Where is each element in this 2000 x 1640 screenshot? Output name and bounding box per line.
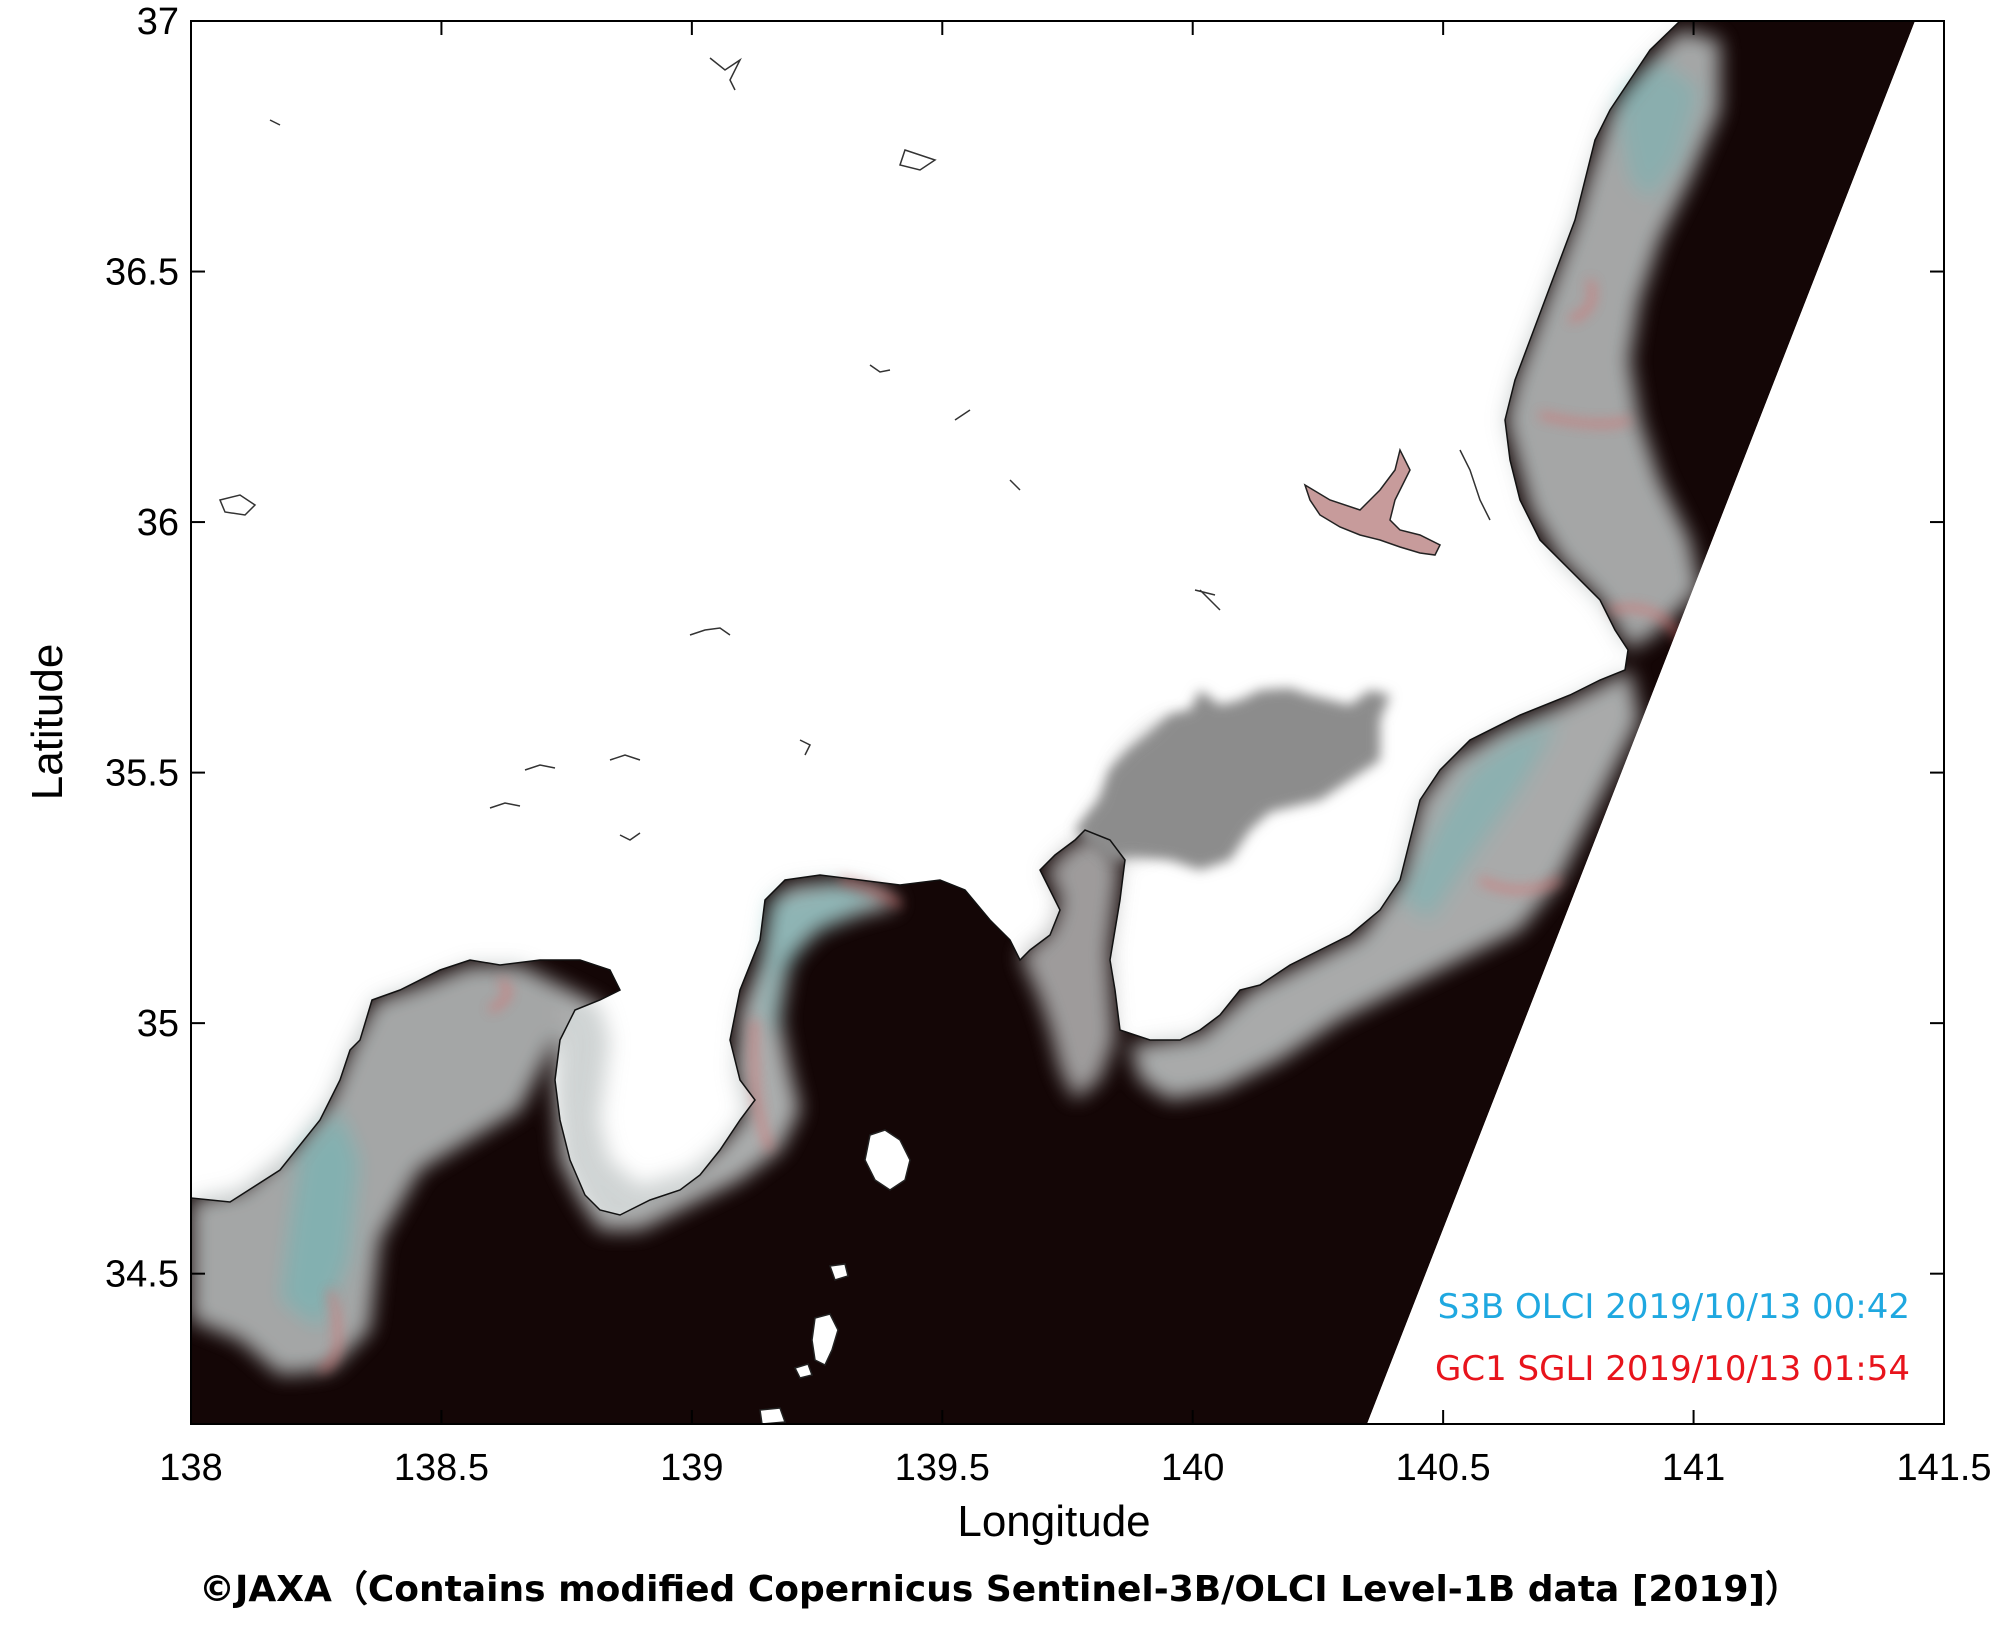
x-tick-label-2: 139 [660, 1447, 723, 1489]
island-niijima [811, 1313, 839, 1367]
x-tick-label-3: 139.5 [895, 1447, 990, 1489]
x-tick-label-7: 141.5 [1896, 1447, 1991, 1489]
y-axis: 34.5 35 35.5 36 36.5 37 [105, 1, 1944, 1296]
tokyo-bay [1075, 688, 1390, 870]
x-tick-label-1: 138.5 [394, 1447, 489, 1489]
y-tick-label-2: 35.5 [105, 753, 179, 795]
copyright-credit: ©JAXA（Contains modified Copernicus Senti… [199, 1569, 1801, 1610]
plume-fronts [318, 279, 1683, 1373]
island-izu-oshima [864, 1129, 911, 1191]
ocean-area [191, 21, 1915, 1424]
plot-frame [190, 20, 1945, 1425]
x-tick-label-0: 138 [159, 1447, 222, 1489]
y-tick-label-3: 36 [137, 502, 179, 544]
coastline [191, 21, 1681, 1216]
lake-kasumigaura [1303, 447, 1442, 556]
coastal-plumes [191, 30, 1720, 1375]
island-shikinejima [793, 1363, 813, 1379]
y-tick-label-4: 36.5 [105, 252, 179, 294]
x-tick-label-4: 140 [1161, 1447, 1224, 1489]
y-axis-title: Latitude [23, 644, 72, 801]
x-tick-label-5: 140.5 [1396, 1447, 1491, 1489]
y-tick-label-0: 34.5 [105, 1254, 179, 1296]
x-tick-label-6: 141 [1662, 1447, 1725, 1489]
x-axis-title: Longitude [957, 1497, 1150, 1546]
island-toshima [828, 1263, 849, 1281]
y-tick-label-1: 35 [137, 1003, 179, 1045]
land-water-outlines [218, 57, 1491, 841]
island-kozushima [759, 1407, 787, 1424]
x-axis: 138 138.5 139 139.5 140 140.5 141 141.5 [159, 21, 1992, 1489]
legend-entry-olci: S3B OLCI 2019/10/13 00:42 [1438, 1287, 1910, 1327]
legend: S3B OLCI 2019/10/13 00:42 GC1 SGLI 2019/… [1435, 1287, 1910, 1389]
legend-entry-sgli: GC1 SGLI 2019/10/13 01:54 [1435, 1349, 1910, 1389]
no-data-area [1367, 21, 1944, 1424]
y-tick-label-5: 37 [137, 1, 179, 43]
islands [759, 1129, 911, 1424]
